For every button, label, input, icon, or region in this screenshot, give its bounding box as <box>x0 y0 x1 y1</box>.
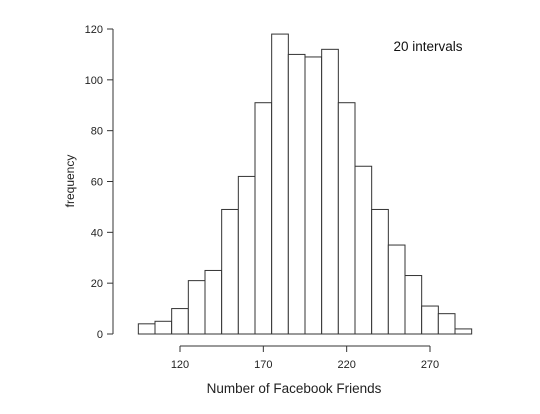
histogram-bar <box>421 305 439 335</box>
y-tick-label: 80 <box>91 126 103 138</box>
histogram-bar <box>187 280 206 335</box>
y-axis-title: frequency <box>63 155 77 208</box>
x-tick-label: 270 <box>421 359 439 371</box>
y-tick-label: 0 <box>97 329 103 341</box>
histogram-bar <box>354 165 373 335</box>
histogram-bar <box>304 56 323 335</box>
histogram-bar <box>437 313 456 335</box>
x-tick-label: 220 <box>337 359 355 371</box>
intervals-annotation: 20 intervals <box>393 39 462 54</box>
x-tick-label: 170 <box>254 359 272 371</box>
histogram-bar <box>371 208 389 335</box>
histogram-bar <box>387 244 406 335</box>
histogram-bar <box>454 328 473 335</box>
histogram-bar <box>404 275 423 335</box>
y-tick-label: 120 <box>85 24 103 36</box>
y-tick-label: 100 <box>85 75 103 87</box>
histogram-bar <box>221 208 239 335</box>
histogram-bar <box>237 175 256 335</box>
histogram-bar <box>154 320 173 335</box>
histogram-bar <box>204 269 223 335</box>
axes-layer: 0 20 40 60 80 100 120 120 170 220 270 <box>85 24 440 371</box>
histogram-bar <box>321 48 339 335</box>
histogram-bar <box>271 33 289 335</box>
y-tick-label: 60 <box>91 177 103 189</box>
histogram-bar <box>254 102 273 335</box>
histogram-bar <box>337 102 356 335</box>
histogram-bar <box>287 53 306 335</box>
x-axis-title: Number of Facebook Friends <box>207 381 382 396</box>
histogram-bar <box>171 308 189 335</box>
y-tick-label: 40 <box>91 227 103 239</box>
bars-layer <box>137 33 473 335</box>
x-tick-label: 120 <box>171 359 189 371</box>
histogram-bar <box>137 323 156 335</box>
y-tick-label: 20 <box>91 278 103 290</box>
